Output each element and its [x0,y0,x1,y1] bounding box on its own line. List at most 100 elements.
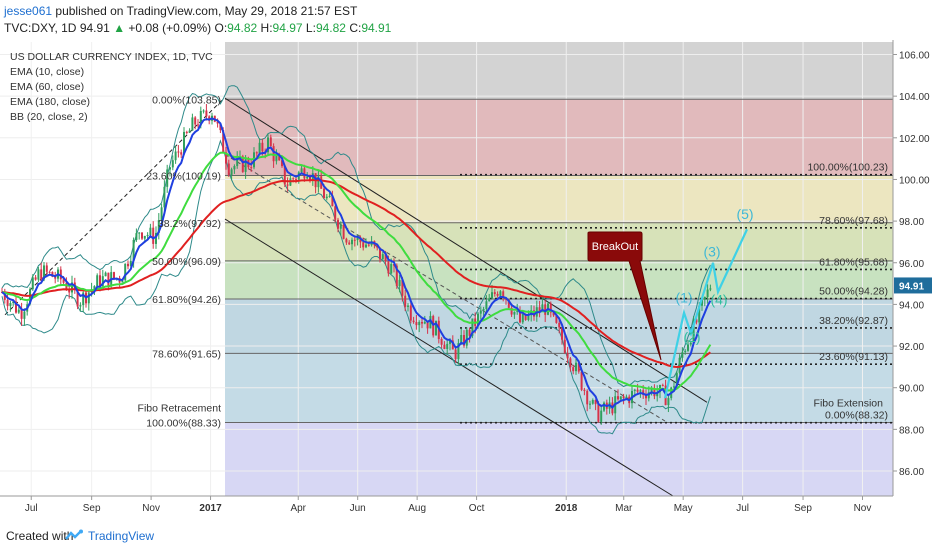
candle-body [309,176,311,180]
candle-body [538,307,541,312]
ema-10-line [1,117,712,409]
candle-body [435,320,437,336]
candle-body [149,227,152,235]
fib-retracement-label: 0.00%(103.85) [152,94,221,106]
candle-body [141,232,143,239]
candle-body [342,225,345,239]
candle-body [633,389,636,391]
fib-zone [225,175,893,223]
candle-body [404,295,407,307]
published-text: published on TradingView.com, May 29, 20… [55,4,358,18]
author-link[interactable]: jesse061 [4,4,53,18]
symbol-ohlc-bar: TVC:DXY, 1D 94.91 ▲ +0.08 (+0.09%) O:94.… [4,21,391,35]
candle-body [258,142,261,154]
fib-zone [225,222,893,261]
candle-body [426,322,429,329]
price-tick-label: 86.00 [899,467,924,478]
breakout-callout [587,231,662,361]
candle-body [71,282,73,293]
candle-body [295,178,297,180]
candle-body [412,320,415,323]
candle-body [563,339,566,353]
time-tick-label: 2018 [555,503,578,514]
candle-body [185,131,188,133]
candle-body [661,384,664,386]
candle-body [325,196,328,199]
time-tick-label: Jul [736,503,749,514]
candle-body [516,310,519,312]
candle-body [205,110,208,117]
candle-body [188,130,191,133]
candle-body [491,292,493,299]
tradingview-link[interactable]: TradingView [88,529,155,543]
candle-body [132,239,135,261]
fib-retracement-label: 100.00%(88.33) [146,417,221,429]
candle-body [398,279,401,287]
candle-body [544,304,547,315]
candle-body [12,301,15,304]
candle-body [684,350,687,353]
candle-body [367,244,370,246]
candle-body [619,396,622,400]
price-chart[interactable]: (1) (2) (3) (4) (5) BreakOut 0.00%(103.85) 23.… [0,40,932,520]
candle-body [673,386,675,388]
candle-body [555,315,558,323]
candle-body [415,322,418,326]
chart-header: jesse061 published on TradingView.com, M… [0,0,932,40]
candle-body [31,277,34,290]
candle-body [390,264,393,274]
price-tick-label: 106.00 [899,50,930,61]
open-value: 94.82 [227,21,258,35]
candle-body [328,195,331,197]
candle-body [99,275,101,287]
fib-extension-label: 0.00%(88.32) [825,410,888,422]
candle-body [381,254,384,260]
candle-body [558,322,561,328]
time-tick-label: May [674,503,693,514]
price-tick-label: 104.00 [899,92,930,103]
candle-body [460,335,463,344]
time-tick-label: Sep [83,503,101,514]
time-tick-label: Aug [408,503,426,514]
candle-body [365,244,367,248]
candle-body [23,311,26,319]
candle-body [692,319,695,343]
fib-retracement-label: 50.00%(96.09) [152,256,221,268]
candle-body [194,117,197,125]
candle-body [143,235,146,239]
publish-info: jesse061 published on TradingView.com, M… [4,4,357,18]
fib-extension-label: 78.60%(97.68) [819,215,888,227]
candle-body [395,265,398,287]
candle-body [129,260,132,267]
candle-body [650,387,653,393]
candle-body [303,168,306,179]
bollinger-lower-band [1,139,711,435]
candle-body [292,178,295,180]
legend-title: US DOLLAR CURRENCY INDEX, 1D, TVC [10,51,213,63]
candle-body [594,399,597,405]
candle-body [485,301,488,309]
candle-body [283,166,286,185]
candle-body [401,279,404,296]
candle-body [87,292,90,304]
candle-body [82,292,85,306]
candle-body [561,327,563,340]
candle-body [488,298,491,302]
candle-body [121,280,124,283]
fib-retracement-label: 38.2%(97.92) [158,218,221,230]
time-tick-label: Sep [794,503,812,514]
candle-body [286,184,289,186]
candle-body [177,151,180,153]
low-label: L: [305,21,316,35]
price-tick-label: 102.00 [899,134,930,145]
candle-body [155,232,157,244]
candle-body [510,307,513,315]
candle-body [569,358,572,368]
candle-body [429,316,432,329]
fib-retracement-label: 61.80%(94.26) [152,294,221,306]
last-price-badge [894,277,932,294]
candle-body [65,282,68,290]
candle-body [40,269,43,280]
candle-body [174,151,177,161]
candle-body [348,242,351,245]
